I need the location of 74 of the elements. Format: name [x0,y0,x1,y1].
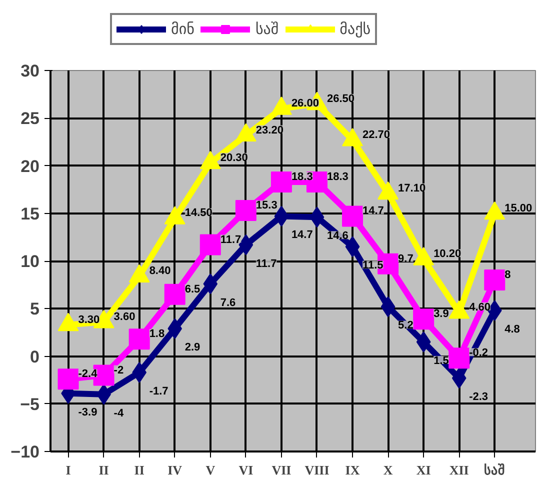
x-tick-label: IV [168,462,183,478]
data-label: 14.6 [326,230,348,242]
data-label: 9.7 [398,252,414,265]
data-label: 15.00 [504,202,532,214]
y-tick-label: −5 [20,394,40,414]
point [448,348,470,369]
data-label: 8.40 [149,265,171,278]
data-label: 11.7 [220,234,242,246]
data-label: 10.20 [434,248,462,260]
point [235,200,256,222]
y-tick-label: 15 [20,204,40,224]
y-tick-label: 30 [20,62,40,80]
x-tick-label: I [66,462,71,478]
x-tick-label: IX [345,462,360,478]
data-label: 4.8 [504,324,520,336]
y-tick-label: 5 [30,300,40,319]
x-tick-label: V [206,462,216,478]
legend-label: მინ [171,20,194,38]
x-tick-label: II [98,462,109,478]
point [270,96,292,115]
data-label: 18.3 [326,170,348,183]
x-tick-label: VII [272,462,292,478]
point [128,328,150,350]
x-tick-label: XII [449,462,469,478]
data-label: 3.60 [114,310,136,323]
data-label: 1.8 [149,328,165,340]
x-tick-label: VI [238,462,254,478]
point [58,368,79,390]
x-tick-label: XI [416,462,431,478]
data-label: 3.9 [434,308,449,320]
data-label: 11.5 [362,260,384,272]
x-tick-label: X [383,462,394,478]
data-label: -2 [114,364,124,376]
data-label: 11.7 [256,258,277,270]
point [413,308,434,330]
data-label: -1.7 [149,385,168,398]
y-tick-label: 10 [20,252,40,271]
data-label: 3.30 [78,314,100,326]
data-label: 2.9 [184,342,200,354]
data-label: 6.5 [184,283,200,296]
x-tick-label: II [134,462,144,478]
data-label: -2.3 [469,391,488,404]
data-label: 18.3 [291,170,313,183]
data-label: 14.50 [184,207,212,220]
y-tick-label: −10 [10,442,40,462]
data-label: 7.6 [220,296,236,309]
data-label: 14.7 [362,205,384,218]
legend-label: მაქს [340,20,371,38]
data-label: 14.7 [291,229,313,242]
data-label: -2.4 [78,368,98,380]
point [200,234,221,256]
data-label: 22.70 [362,129,390,142]
point [270,171,292,192]
data-label: 23.20 [256,124,284,136]
x-tick-label: საშ [484,462,506,478]
x-tick-label: VIII [304,462,330,478]
data-label: 5.2 [398,320,414,332]
data-label: 8 [504,269,511,282]
legend-label: საშ [255,20,279,38]
data-label: 17.10 [398,182,426,194]
y-tick-label: 20 [20,156,40,176]
data-label: 1.5 [434,354,449,367]
data-label: -3.9 [78,406,98,418]
point [164,284,186,305]
data-label: 20.30 [220,152,248,164]
data-label: 26.50 [326,92,355,105]
point [484,270,506,291]
point [235,123,256,142]
data-label: -4 [114,407,124,420]
y-tick-label: 25 [20,109,40,128]
y-tick-label: 0 [30,347,40,366]
data-label: 4.60 [469,301,491,314]
data-label: 15.3 [256,200,278,212]
point [342,206,364,227]
